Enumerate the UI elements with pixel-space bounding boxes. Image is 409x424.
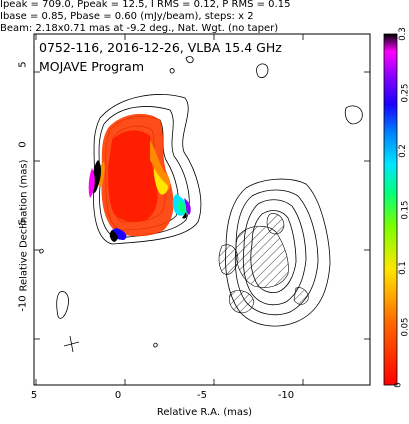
header-line-1: Ipeak = 709.0, Ppeak = 12.5, I RMS = 0.1… [0,0,291,10]
colorbar-tick-label: 0.15 [400,200,409,219]
source-title: 0752-116, 2016-12-26, VLBA 15.4 GHz [39,40,282,55]
polarization-color-map [88,113,191,242]
colorbar [383,33,398,386]
colorbar-tick-label: 0 [393,382,404,388]
plot-frame [33,33,371,386]
y-tick-label: 5 [17,61,29,68]
jet-polarization-hatch [218,213,309,314]
program-label: MOJAVE Program [39,59,145,74]
y-tick-label: -10 [17,295,29,312]
colorbar-tick-label: 0.2 [397,144,408,158]
x-tick-label: 0 [114,390,122,401]
header-line-2: Ibase = 0.85, Pbase = 0.60 (mJy/beam), s… [0,11,254,22]
colorbar-tick-label: 0.25 [400,83,409,102]
beam-ellipse [63,335,80,353]
x-tick-label: -10 [277,390,295,401]
x-tick-label: -5 [197,390,207,401]
colorbar-tick-label: 0.05 [400,317,409,336]
colorbar-tick-label: 0.1 [397,261,408,275]
x-tick-label: 5 [30,390,38,401]
y-tick-label: 0 [17,140,29,148]
header-line-3: Beam: 2.18x0.71 mas at -9.2 deg., Nat. W… [0,23,279,34]
y-axis-label: Relative Declination (mas) [18,159,30,292]
colorbar-tick-label: 0.3 [397,27,408,41]
x-axis-label: Relative R.A. (mas) [156,407,253,418]
